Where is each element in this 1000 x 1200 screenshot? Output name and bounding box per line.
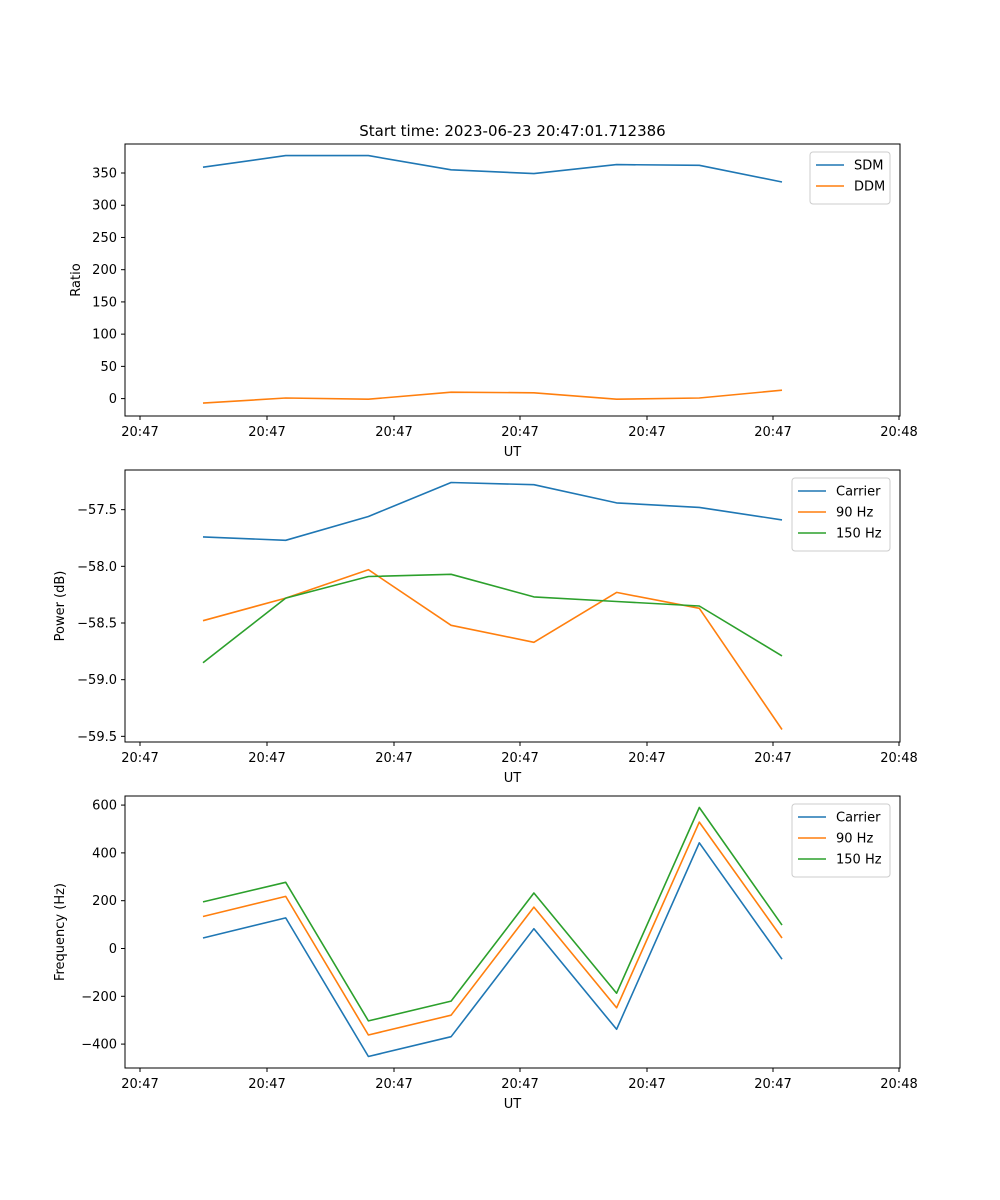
y-tick-label: −200 [81, 990, 117, 1005]
x-tick-label: 20:48 [880, 1077, 917, 1092]
x-tick-label: 20:47 [121, 1077, 158, 1092]
legend: SDM DDM [809, 151, 891, 205]
legend-label-sdm: SDM [854, 159, 883, 174]
y-tick-label: 200 [92, 263, 117, 278]
series-line-sdm [202, 154, 783, 183]
y-axis-label: Ratio [69, 263, 84, 296]
x-tick-label: 20:47 [501, 1077, 538, 1092]
plot-frame [124, 469, 901, 743]
series-line-ddm [202, 389, 783, 404]
x-tick-label: 20:47 [375, 1077, 412, 1092]
plot-frame [124, 143, 901, 417]
series-line-150-hz [202, 806, 783, 1022]
x-tick-label: 20:47 [375, 751, 412, 766]
y-tick-label: 250 [92, 231, 117, 246]
y-tick-label: 600 [92, 799, 117, 814]
plot-frame [124, 795, 901, 1069]
x-tick-label: 20:47 [628, 425, 665, 440]
legend: Carrier 90 Hz 150 Hz [791, 477, 891, 552]
x-tick-label: 20:47 [501, 751, 538, 766]
x-tick-label: 20:47 [248, 425, 285, 440]
chart-panel-3: −400 −200 0 200 400 600 20:47 20:47 20:47 20:47 20… [53, 795, 918, 1112]
y-tick-label: 150 [92, 295, 117, 310]
chart-panel-1: 0 50 100 150 200 250 300 350 20:47 20:47 20:47 20:4… [69, 122, 918, 460]
legend-label-150-hz: 150 Hz [836, 527, 882, 542]
x-tick-label: 20:47 [754, 1077, 791, 1092]
y-axis-label: Frequency (Hz) [53, 883, 68, 981]
legend: Carrier 90 Hz 150 Hz [791, 803, 891, 878]
chart-title: Start time: 2023-06-23 20:47:01.712386 [359, 122, 665, 140]
chart-panels: 0 50 100 150 200 250 300 350 20:47 20:47 20:47 20:4… [53, 122, 918, 1112]
series-line-carrier [202, 481, 783, 542]
x-axis-label: UT [504, 771, 522, 786]
x-tick-label: 20:47 [121, 751, 158, 766]
y-tick-label: −59.5 [77, 730, 117, 745]
y-tick-label: −59.0 [77, 673, 117, 688]
legend-label-carrier: Carrier [836, 811, 881, 826]
legend-label-ddm: DDM [854, 180, 885, 195]
x-tick-label: 20:47 [501, 425, 538, 440]
y-tick-label: 350 [92, 167, 117, 182]
x-tick-label: 20:47 [628, 751, 665, 766]
y-tick-label: 200 [92, 894, 117, 909]
x-tick-label: 20:47 [754, 751, 791, 766]
y-tick-label: 0 [109, 942, 117, 957]
y-tick-label: −57.5 [77, 503, 117, 518]
y-tick-label: 100 [92, 328, 117, 343]
legend-label-150-hz: 150 Hz [836, 853, 882, 868]
y-tick-label: −400 [81, 1038, 117, 1053]
y-tick-label: −58.0 [77, 560, 117, 575]
legend-label-carrier: Carrier [836, 485, 881, 500]
legend-label-90-hz: 90 Hz [836, 506, 873, 521]
y-tick-label: 400 [92, 846, 117, 861]
x-tick-label: 20:47 [121, 425, 158, 440]
y-tick-label: 0 [109, 392, 117, 407]
x-tick-label: 20:47 [628, 1077, 665, 1092]
series-line-carrier [202, 841, 783, 1058]
series-line-90-hz [202, 821, 783, 1036]
y-tick-label: 300 [92, 199, 117, 214]
y-tick-label: 50 [100, 360, 117, 375]
x-axis-label: UT [504, 445, 522, 460]
chart-panel-2: −59.5 −59.0 −58.5 −58.0 −57.5 20:47 20:47 20:47… [53, 469, 918, 786]
x-tick-label: 20:48 [880, 751, 917, 766]
x-tick-label: 20:47 [754, 425, 791, 440]
x-tick-label: 20:47 [248, 751, 285, 766]
x-tick-label: 20:47 [248, 1077, 285, 1092]
series-line-150-hz [202, 573, 783, 664]
x-tick-label: 20:47 [375, 425, 412, 440]
x-tick-label: 20:48 [880, 425, 917, 440]
legend-label-90-hz: 90 Hz [836, 832, 873, 847]
y-axis-label: Power (dB) [53, 571, 68, 642]
x-axis-label: UT [504, 1097, 522, 1112]
y-tick-label: −58.5 [77, 617, 117, 632]
